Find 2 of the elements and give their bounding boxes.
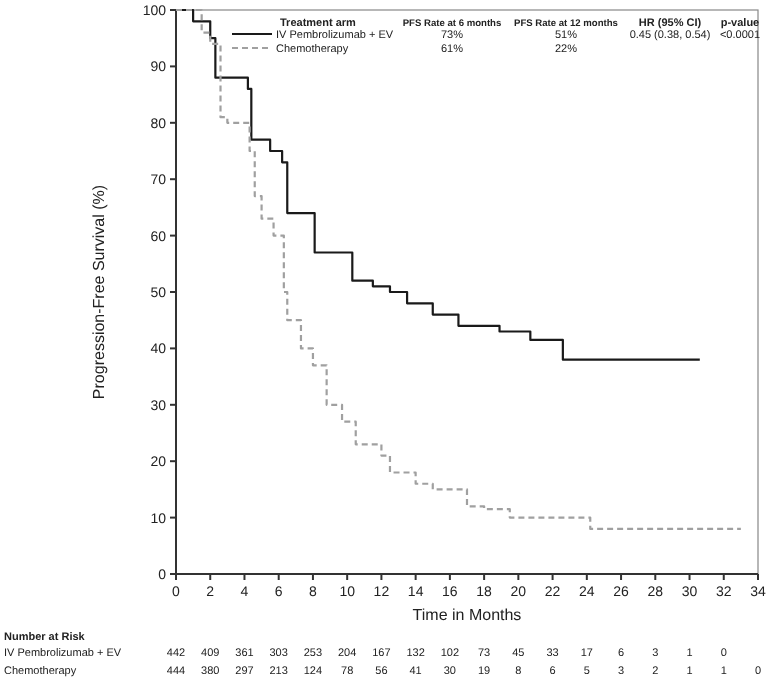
y-axis-title: Progression-Free Survival (%) (90, 184, 108, 400)
x-axis-title: Time in Months (412, 606, 522, 624)
